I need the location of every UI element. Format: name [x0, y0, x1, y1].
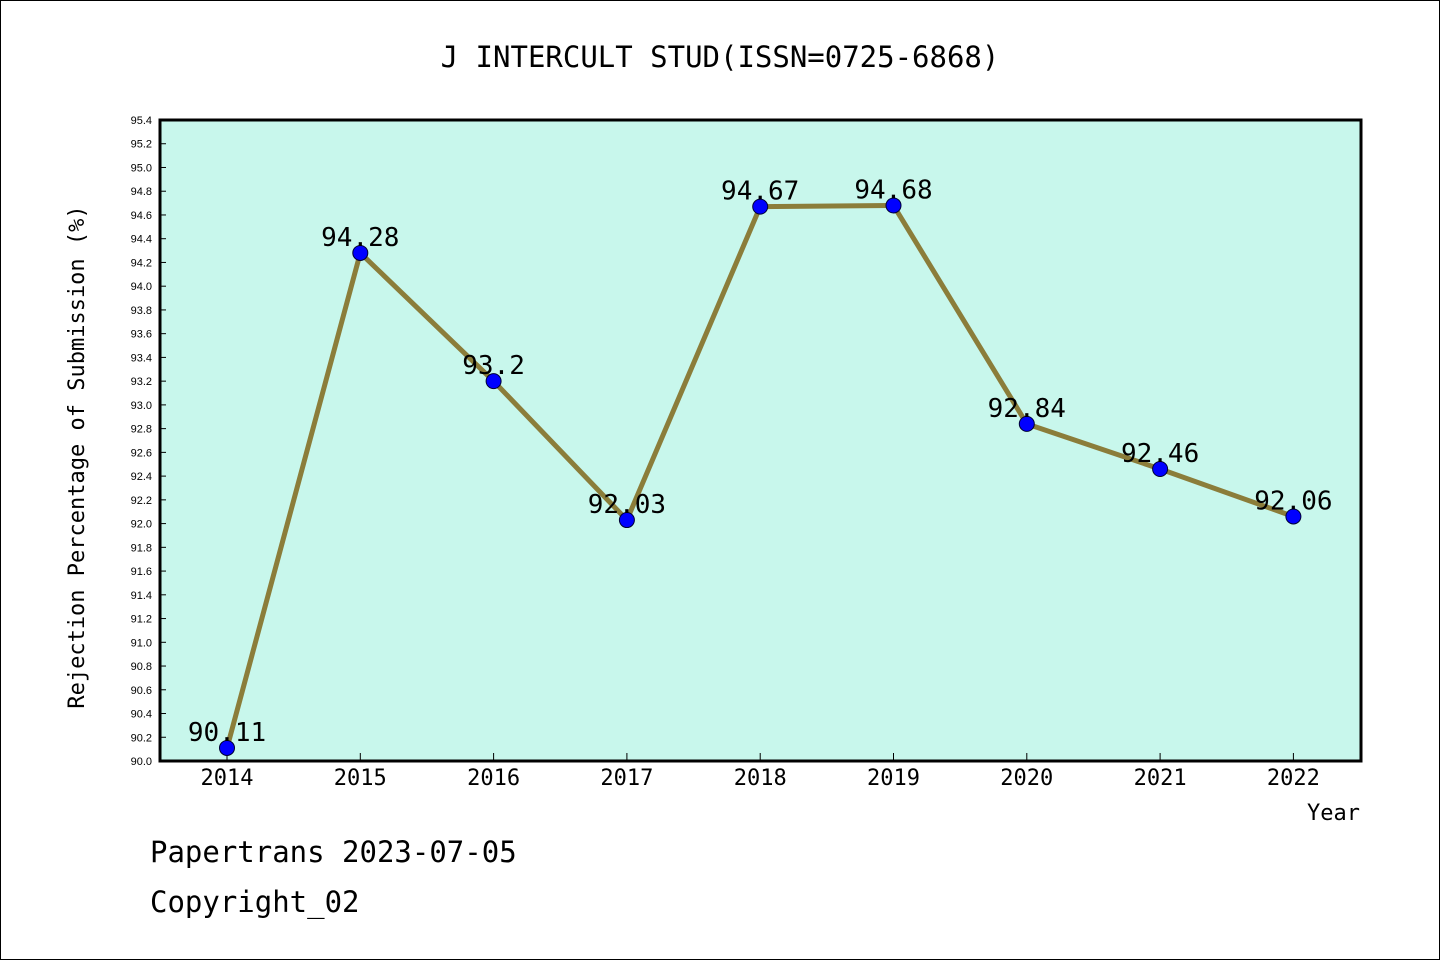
y-tick-label: 91.2 [131, 614, 152, 626]
data-label: 94.28 [321, 223, 399, 253]
y-tick-label: 90.2 [131, 732, 152, 744]
y-tick-label: 91.8 [131, 542, 152, 554]
data-label: 93.2 [462, 351, 525, 381]
data-label: 92.06 [1254, 486, 1332, 516]
x-tick-label: 2020 [1000, 766, 1053, 791]
y-axis: 90.0 90.2 90.4 90.6 90.8 91.0 91.2 91.4 91.6 91.8… [131, 115, 166, 768]
data-point [352, 244, 369, 261]
data-series [219, 197, 1302, 756]
y-tick-label: 90.8 [131, 661, 152, 673]
y-tick-label: 91.0 [131, 637, 152, 649]
y-tick-label: 94.2 [131, 257, 152, 269]
data-point [1152, 460, 1169, 477]
data-point [1018, 415, 1035, 432]
x-tick-label: 2015 [334, 766, 387, 791]
y-tick-label: 90.0 [131, 756, 152, 768]
plot-area [158, 118, 1363, 763]
data-labels: 90.11 94.28 93.2 92.03 94.67 94.68 92.84 92.46 9… [188, 175, 1333, 747]
x-tick-label: 2018 [734, 766, 787, 791]
data-label: 92.03 [588, 490, 666, 520]
x-tick-label: 2014 [201, 766, 254, 791]
y-tick-label: 95.4 [131, 115, 152, 127]
x-tick-label: 2017 [600, 766, 653, 791]
data-point [618, 512, 635, 529]
data-label: 90.11 [188, 718, 266, 748]
data-label: 94.67 [721, 177, 799, 207]
y-tick-label: 93.6 [131, 329, 152, 341]
y-tick-label: 92.8 [131, 424, 152, 436]
y-tick-label: 94.4 [131, 234, 152, 246]
data-point [1285, 508, 1302, 525]
y-tick-label: 91.4 [131, 590, 152, 602]
data-label: 94.68 [854, 175, 932, 205]
x-axis: 2014 2015 2016 2017 2018 2019 2020 2021 2022 [201, 753, 1320, 791]
x-tick-label: 2019 [867, 766, 920, 791]
y-tick-label: 91.6 [131, 566, 152, 578]
y-tick-label: 90.6 [131, 685, 152, 697]
chart-title: J INTERCULT STUD(ISSN=0725-6868) [441, 40, 1000, 74]
data-label: 92.46 [1121, 439, 1199, 469]
y-tick-label: 93.4 [131, 352, 152, 364]
data-point [752, 198, 769, 215]
y-tick-label: 94.8 [131, 186, 152, 198]
y-tick-label: 93.0 [131, 400, 152, 412]
y-tick-label: 93.2 [131, 376, 152, 388]
data-point [885, 197, 902, 214]
y-tick-label: 90.4 [131, 709, 152, 721]
y-tick-label: 95.0 [131, 162, 152, 174]
x-tick-label: 2022 [1267, 766, 1320, 791]
x-tick-label: 2021 [1134, 766, 1187, 791]
y-tick-label: 92.4 [131, 471, 152, 483]
x-axis-label: Year [1307, 801, 1360, 826]
y-axis-label: Rejection Percentage of Submission (%) [65, 205, 90, 708]
y-tick-label: 92.0 [131, 519, 152, 531]
data-point [219, 739, 235, 756]
footer-copyright: Copyright_02 [150, 885, 360, 919]
y-tick-label: 92.6 [131, 447, 152, 459]
y-tick-label: 92.2 [131, 495, 152, 507]
y-tick-label: 94.6 [131, 210, 152, 222]
data-point [485, 373, 502, 390]
y-tick-label: 93.8 [131, 305, 152, 317]
footer-publisher-date: Papertrans 2023-07-05 [150, 835, 517, 869]
data-label: 92.84 [988, 394, 1066, 424]
x-tick-label: 2016 [467, 766, 520, 791]
y-tick-label: 94.0 [131, 281, 152, 293]
y-tick-label: 95.2 [131, 139, 152, 151]
